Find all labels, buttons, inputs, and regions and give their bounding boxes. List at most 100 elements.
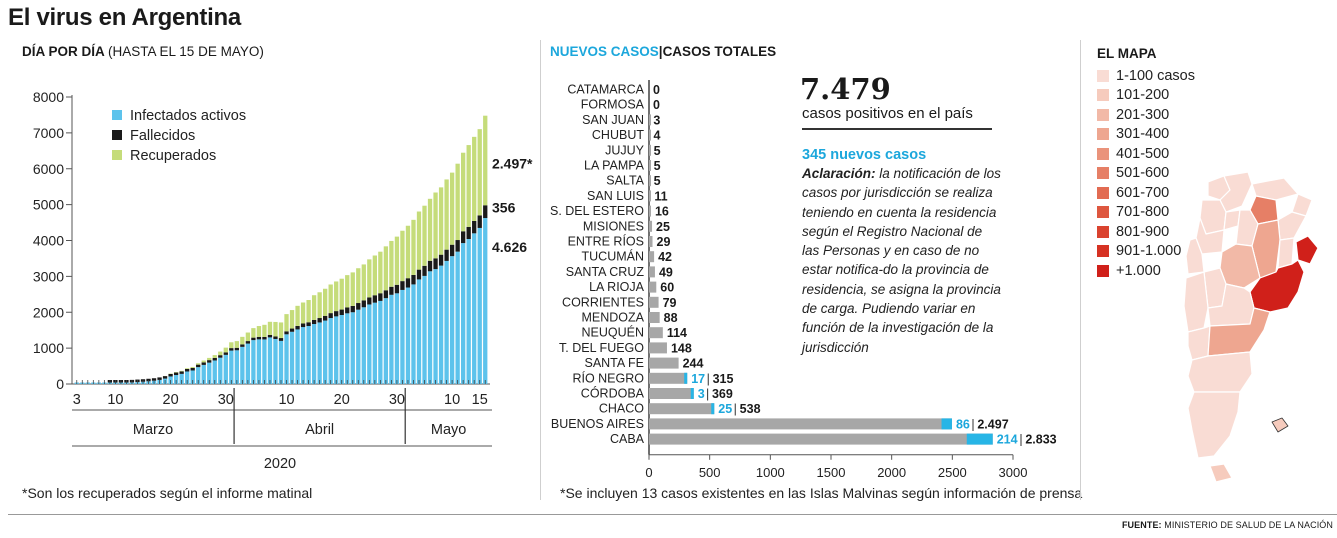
bar-total-label: 3 <box>653 113 660 127</box>
map-legend-swatch <box>1097 69 1109 82</box>
province-label: RÍO NEGRO <box>572 370 644 385</box>
end-label-active: 4.626 <box>492 239 527 255</box>
province-label: MENDOZA <box>582 311 645 325</box>
map-legend-item: 101-200 <box>1097 86 1195 106</box>
bar-active <box>300 327 306 384</box>
bar-total <box>649 205 651 217</box>
bar-total <box>649 357 679 369</box>
bar-recovered <box>466 145 471 227</box>
bar-active <box>201 364 206 384</box>
bar-total <box>649 190 651 202</box>
bar-total <box>649 327 663 339</box>
bar-deaths <box>422 265 427 276</box>
bar-active <box>449 256 455 384</box>
clarification-note: Aclaración: la notificación de los casos… <box>802 164 1002 357</box>
bar-total-label: 5 <box>654 174 661 188</box>
bar-deaths <box>427 260 433 272</box>
bar-active <box>394 293 400 384</box>
bar-recovered <box>201 360 206 363</box>
map-legend-label: 801-900 <box>1116 223 1170 240</box>
heading-separator: | <box>658 44 663 59</box>
bar-recovered <box>461 152 466 232</box>
bar-total <box>649 129 651 141</box>
bar-total <box>649 220 653 232</box>
bar-deaths <box>389 286 394 295</box>
bar-total-label: 538 <box>740 402 761 416</box>
bar-new <box>690 388 694 399</box>
bar-active <box>433 269 438 384</box>
bar-total <box>649 433 993 445</box>
bar-active <box>455 251 460 384</box>
map-region-corrientes <box>1277 211 1307 241</box>
daily-stacked-chart: 0 1000 2000 3000 4000 5000 6000 7000 8000 3 10 20 30… <box>33 89 533 472</box>
x-tick-label: 2000 <box>877 465 906 480</box>
bar-deaths <box>328 313 333 319</box>
bar-separator: | <box>971 417 974 431</box>
x-tick-label: 15 <box>472 392 488 408</box>
bar-total <box>649 175 651 187</box>
bar-recovered <box>234 341 239 348</box>
map-heading: EL MAPA <box>1097 46 1157 61</box>
map-legend-swatch <box>1097 186 1109 199</box>
province-footnote: *Se incluyen 13 casos existentes en las … <box>560 485 1083 501</box>
y-tick-label: 4000 <box>33 233 64 249</box>
bar-deaths <box>339 309 344 316</box>
bar-deaths <box>251 337 256 341</box>
bar-recovered <box>345 275 350 308</box>
province-label: TUCUMÁN <box>582 249 645 264</box>
bar-active <box>229 350 234 384</box>
bar-recovered <box>328 284 333 314</box>
bar-active <box>328 318 333 384</box>
bar-active <box>345 313 350 384</box>
map-legend-label: 601-700 <box>1116 184 1170 201</box>
province-label: CATAMARCA <box>567 83 644 97</box>
bar-recovered <box>361 264 366 301</box>
bar-deaths <box>311 319 317 325</box>
bar-separator: | <box>706 387 709 401</box>
map-legend-label: 501-600 <box>1116 165 1170 182</box>
bar-recovered <box>273 321 278 337</box>
bar-active <box>190 370 195 384</box>
x-tick-label: 3000 <box>999 465 1028 480</box>
province-label: NEUQUÉN <box>581 325 644 340</box>
bar-recovered <box>289 310 295 329</box>
map-region-formosa <box>1251 177 1299 201</box>
bar-recovered <box>477 129 482 216</box>
bar-recovered <box>185 368 190 369</box>
bar-recovered <box>438 187 444 255</box>
bar-active <box>317 322 322 384</box>
bar-new <box>684 372 688 384</box>
map-legend-label: 301-400 <box>1116 126 1170 143</box>
map-region-tierradelfuego <box>1209 463 1233 483</box>
bar-deaths <box>383 290 389 299</box>
bar-active <box>196 367 201 384</box>
divider-left <box>540 40 541 500</box>
bar-recovered <box>372 255 377 296</box>
source-text: MINISTERIO DE SALUD DE LA NACIÓN <box>1164 520 1333 530</box>
bar-recovered <box>416 211 422 270</box>
bar-recovered <box>389 240 394 287</box>
page-title: El virus en Argentina <box>8 4 241 31</box>
y-tick-label: 3000 <box>33 268 64 284</box>
map-region-mendoza <box>1183 271 1209 333</box>
bar-deaths <box>455 240 460 252</box>
bar-total-label: 49 <box>659 265 673 279</box>
bar-deaths <box>438 254 444 266</box>
x-tick-label: 10 <box>278 392 294 408</box>
bar-total-label: 148 <box>671 341 692 355</box>
legend-label: Fallecidos <box>130 128 195 144</box>
bar-active <box>383 298 389 384</box>
x-tick-label: 1000 <box>756 465 785 480</box>
map-legend-item: 601-700 <box>1097 183 1195 203</box>
bar-total <box>649 160 651 171</box>
province-bar-chart: CATAMARCA 0 FORMOSA 0 SAN JUAN 3 CHUBUT 4 JUJUY 5… <box>550 80 1057 480</box>
bar-new-label: 25 <box>718 402 732 416</box>
note-lead: Aclaración: <box>802 166 876 181</box>
bar-active <box>240 346 245 384</box>
bar-active <box>234 350 239 384</box>
bar-active <box>416 279 422 384</box>
bar-deaths <box>372 295 377 303</box>
bar-recovered <box>350 272 355 306</box>
bar-recovered <box>251 328 256 338</box>
x-tick-label: 30 <box>389 392 405 408</box>
